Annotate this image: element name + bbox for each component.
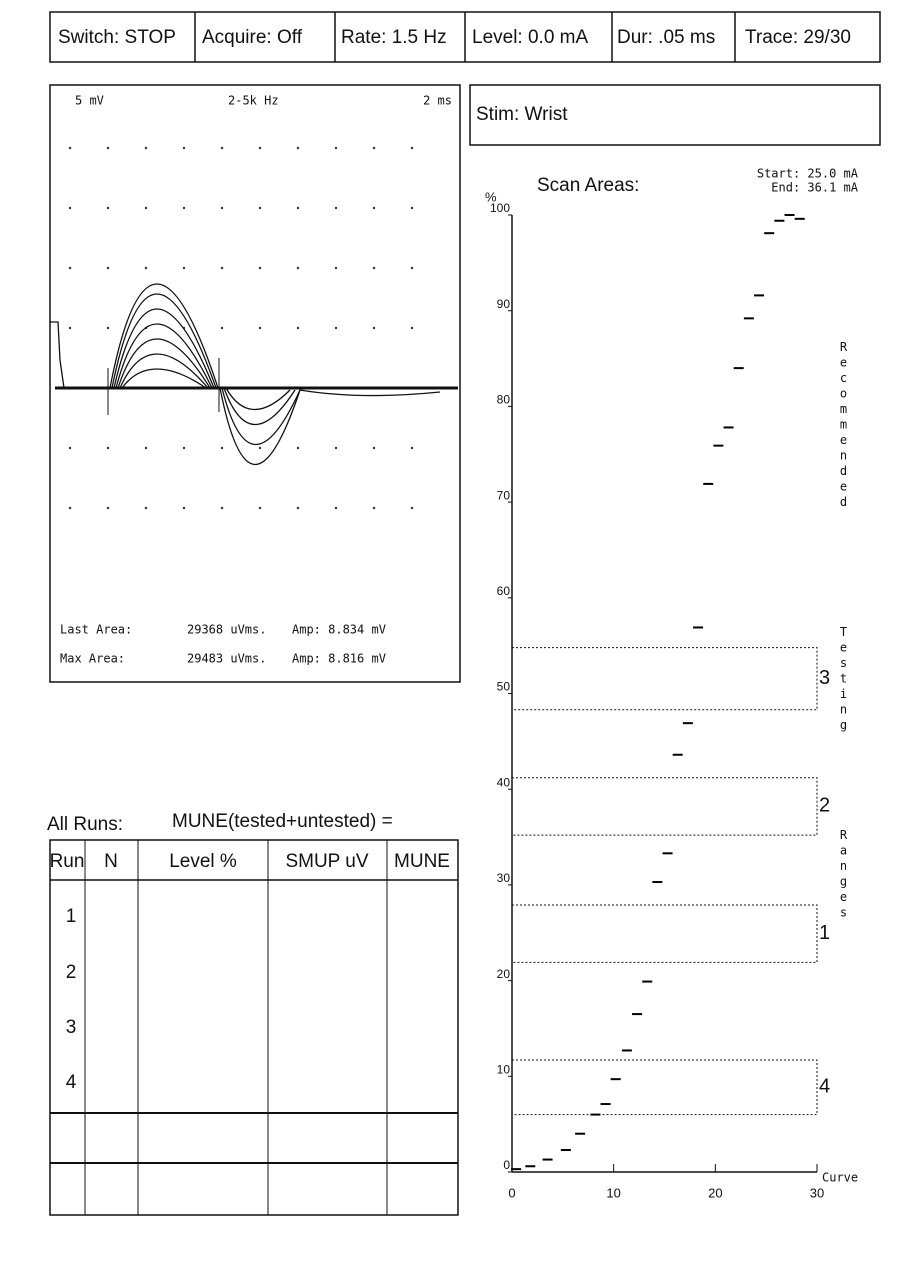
y-tick-label: 100: [490, 201, 510, 215]
y-tick-label: 0: [503, 1158, 510, 1172]
runs-table: [49, 839, 459, 1216]
side-label: Ranges: [837, 828, 851, 921]
header-cell: Trace: 29/30: [745, 27, 851, 48]
range-label: 3: [819, 667, 830, 689]
header-dividers: [194, 12, 736, 62]
sweep-label: 2 ms: [423, 94, 452, 108]
start-label: Start: 25.0 mA: [757, 167, 859, 181]
y-tick-label: 30: [497, 871, 511, 885]
run-number: 1: [66, 906, 77, 927]
last-amp: Amp: 8.834 mV: [292, 623, 386, 637]
y-tick-label: 10: [497, 1062, 511, 1076]
header-cell: Dur: .05 ms: [617, 27, 715, 48]
last-area-value: 29368 uVms.: [187, 623, 266, 637]
table-lines: [50, 840, 458, 1215]
range-label: 2: [819, 795, 830, 817]
x-tick-label: 30: [810, 1185, 824, 1200]
chart-title: Scan Areas:: [537, 175, 639, 196]
range-box: [511, 777, 818, 836]
x-tick-label: 0: [508, 1185, 515, 1200]
column-header: N: [104, 851, 118, 872]
y-unit: %: [485, 189, 497, 204]
waveform-traces: [50, 283, 458, 466]
run-number: 2: [66, 962, 77, 983]
run-number: 3: [66, 1017, 77, 1038]
x-tick-label: 10: [606, 1185, 620, 1200]
x-tick-label: 20: [708, 1185, 722, 1200]
filter-label: 2-5k Hz: [228, 94, 279, 108]
column-header: Run: [50, 851, 85, 872]
side-label: Recommended: [837, 340, 851, 511]
range-label: 1: [819, 922, 830, 944]
range-box: [511, 647, 818, 711]
y-tick-label: 70: [497, 488, 511, 502]
side-label: Testing: [837, 625, 851, 734]
column-header: SMUP uV: [285, 851, 368, 872]
column-header: MUNE: [394, 851, 450, 872]
end-label: End: 36.1 mA: [771, 181, 858, 195]
header-cell: Level: 0.0 mA: [472, 27, 588, 48]
column-header: Level %: [169, 851, 237, 872]
max-area-label: Max Area:: [60, 652, 125, 666]
header-cell: Acquire: Off: [202, 27, 303, 48]
header-cell: Switch: STOP: [58, 27, 176, 48]
y-tick-label: 20: [497, 967, 511, 981]
y-tick-label: 40: [497, 775, 511, 789]
max-amp: Amp: 8.816 mV: [292, 652, 386, 666]
range-label: 4: [819, 1076, 830, 1098]
waveform-panel: [49, 84, 461, 683]
runs-title: All Runs:: [47, 814, 123, 835]
runs-formula: MUNE(tested+untested) =: [172, 811, 393, 832]
stim-label: Stim: Wrist: [476, 104, 568, 125]
x-axis-label: Curve: [822, 1171, 858, 1185]
y-tick-label: 80: [497, 393, 511, 407]
max-area-value: 29483 uVms.: [187, 652, 266, 666]
header-cell: Rate: 1.5 Hz: [341, 27, 447, 48]
y-tick-label: 50: [497, 680, 511, 694]
range-box: [511, 1059, 818, 1116]
stim-box: [469, 84, 881, 146]
waveform-grid: [68, 146, 414, 510]
side-label-group: Recommended Testing Ranges: [837, 340, 851, 921]
last-area-label: Last Area:: [60, 623, 132, 637]
range-box: [511, 904, 818, 963]
y-tick-label: 60: [497, 584, 511, 598]
y-tick-label: 90: [497, 297, 511, 311]
scale-label: 5 mV: [75, 94, 104, 108]
run-number: 4: [66, 1072, 77, 1093]
